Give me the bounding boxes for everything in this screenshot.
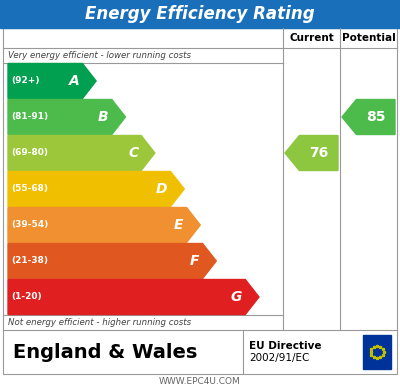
Text: Potential: Potential	[342, 33, 395, 43]
Text: Energy Efficiency Rating: Energy Efficiency Rating	[85, 5, 315, 23]
Polygon shape	[8, 279, 259, 315]
Text: (39-54): (39-54)	[11, 220, 48, 229]
Text: A: A	[69, 74, 80, 88]
Text: 2002/91/EC: 2002/91/EC	[249, 353, 309, 363]
Polygon shape	[342, 99, 395, 135]
Polygon shape	[8, 244, 216, 279]
Text: 76: 76	[309, 146, 328, 160]
Polygon shape	[285, 135, 338, 170]
Bar	[363, 335, 391, 369]
Polygon shape	[8, 135, 155, 170]
Text: England & Wales: England & Wales	[13, 343, 197, 362]
Polygon shape	[8, 99, 126, 135]
Text: Very energy efficient - lower running costs: Very energy efficient - lower running co…	[8, 51, 191, 60]
Text: WWW.EPC4U.COM: WWW.EPC4U.COM	[159, 376, 241, 386]
Text: (55-68): (55-68)	[11, 185, 48, 194]
Text: (92+): (92+)	[11, 76, 40, 85]
Text: C: C	[128, 146, 138, 160]
Polygon shape	[8, 171, 184, 206]
Text: 85: 85	[366, 110, 386, 124]
Text: F: F	[190, 254, 200, 268]
Text: (69-80): (69-80)	[11, 149, 48, 158]
Text: Not energy efficient - higher running costs: Not energy efficient - higher running co…	[8, 318, 191, 327]
Text: EU Directive: EU Directive	[249, 341, 322, 351]
Bar	[0, 0, 400, 28]
Text: G: G	[231, 290, 242, 304]
Text: D: D	[156, 182, 168, 196]
Polygon shape	[8, 208, 200, 242]
Text: Current: Current	[289, 33, 334, 43]
Text: (1-20): (1-20)	[11, 293, 42, 301]
Bar	[3, 28, 397, 374]
Text: B: B	[98, 110, 109, 124]
Text: (21-38): (21-38)	[11, 256, 48, 265]
Text: (81-91): (81-91)	[11, 113, 48, 121]
Text: E: E	[174, 218, 184, 232]
Polygon shape	[8, 64, 96, 99]
